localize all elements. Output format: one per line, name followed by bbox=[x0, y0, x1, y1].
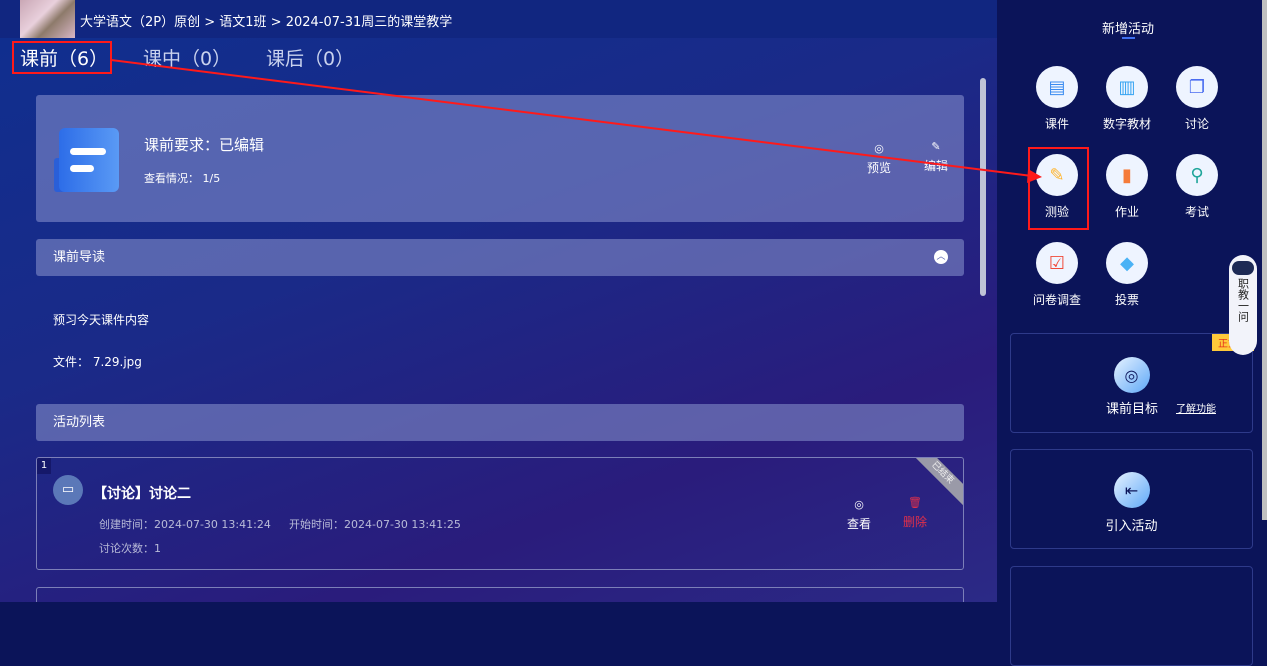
item-label: 讨论 bbox=[1184, 117, 1209, 131]
item-label: 课件 bbox=[1044, 117, 1069, 131]
top-bar: 大学语文（2P）原创 > 语文1班 > 2024-07-31周三的课堂教学 bbox=[0, 0, 997, 38]
add-vote-button[interactable]: ◆ 投票 bbox=[1092, 242, 1162, 308]
add-discussion-button[interactable]: ❐ 讨论 bbox=[1162, 66, 1232, 132]
guide-header[interactable]: 课前导读 ︿ bbox=[36, 239, 964, 276]
created-time: 创建时间：2024-07-30 13:41:24 bbox=[99, 518, 271, 531]
import-label: 引入活动 bbox=[1105, 519, 1158, 534]
collapse-icon[interactable]: ︿ bbox=[934, 250, 948, 264]
eye-icon: ◎ bbox=[874, 142, 884, 155]
assistant-label: 职教一问 bbox=[1236, 278, 1250, 322]
requirement-card: 课前要求：已编辑 查看情况： 1/5 ◎ 预览 ✎ 编辑 bbox=[36, 95, 964, 222]
digital-textbook-icon: ▥ bbox=[1106, 66, 1148, 108]
view-button[interactable]: ◎ 查看 bbox=[839, 498, 879, 532]
view-status: 查看情况： 1/5 bbox=[144, 172, 221, 185]
add-quiz-button[interactable]: ✎ 测验 bbox=[1022, 154, 1092, 220]
activity-index: 1 bbox=[37, 458, 51, 474]
title-underline bbox=[1122, 37, 1135, 39]
vote-icon: ◆ bbox=[1106, 242, 1148, 284]
learn-more-link[interactable]: 了解功能 bbox=[1176, 404, 1216, 415]
discussion-count: 讨论次数：1 bbox=[99, 542, 161, 555]
document-icon bbox=[54, 128, 119, 192]
activity-item[interactable]: 1 已结束 ▭ 【讨论】讨论二 创建时间：2024-07-30 13:41:24… bbox=[36, 457, 964, 570]
item-label: 测验 bbox=[1044, 205, 1069, 219]
course-thumbnail bbox=[20, 0, 75, 38]
activity-item[interactable] bbox=[36, 587, 964, 602]
item-label: 作业 bbox=[1114, 205, 1139, 219]
scrollbar[interactable] bbox=[980, 78, 986, 296]
annotation-box-tab bbox=[12, 41, 112, 74]
item-label: 问卷调查 bbox=[1032, 293, 1081, 307]
pencil-icon: ✎ bbox=[931, 140, 941, 153]
quiz-icon: ✎ bbox=[1036, 154, 1078, 196]
target-icon: ◎ bbox=[1113, 357, 1150, 393]
goal-label: 课前目标 bbox=[1106, 402, 1159, 417]
guide-title: 课前导读 bbox=[53, 250, 106, 265]
discussion-icon: ▭ bbox=[53, 475, 83, 505]
tab-in-class[interactable]: 课中（0） bbox=[143, 48, 232, 70]
add-survey-button[interactable]: ☑ 问卷调查 bbox=[1022, 242, 1092, 308]
annotation-arrow bbox=[110, 59, 1033, 177]
activity-title: 【讨论】讨论二 bbox=[93, 486, 191, 502]
preview-button[interactable]: ◎ 预览 bbox=[859, 142, 899, 176]
courseware-icon: ▤ bbox=[1036, 66, 1078, 108]
item-label: 考试 bbox=[1184, 205, 1209, 219]
annotation-overlay bbox=[12, 41, 1089, 230]
add-homework-button[interactable]: ▮ 作业 bbox=[1092, 154, 1162, 220]
start-time: 开始时间：2024-07-30 13:41:25 bbox=[289, 518, 461, 531]
exam-icon: ⚲ bbox=[1176, 154, 1218, 196]
main-area: 大学语文（2P）原创 > 语文1班 > 2024-07-31周三的课堂教学 课前… bbox=[0, 0, 997, 602]
import-activity-card[interactable]: ⇤ 引入活动 bbox=[1010, 449, 1253, 549]
add-courseware-button[interactable]: ▤ 课件 bbox=[1022, 66, 1092, 132]
guide-file[interactable]: 文件： 7.29.jpg bbox=[53, 355, 142, 369]
guide-text: 预习今天课件内容 bbox=[53, 313, 150, 327]
survey-icon: ☑ bbox=[1036, 242, 1078, 284]
scrollbar[interactable] bbox=[1262, 0, 1267, 520]
eye-icon: ◎ bbox=[854, 498, 864, 511]
add-exam-button[interactable]: ⚲ 考试 bbox=[1162, 154, 1232, 220]
tab-before-class[interactable]: 课前（6） bbox=[20, 48, 109, 70]
delete-button[interactable]: 🗑 删除 bbox=[895, 496, 935, 530]
item-label: 投票 bbox=[1114, 293, 1139, 307]
add-digital-textbook-button[interactable]: ▥ 数字教材 bbox=[1092, 66, 1162, 132]
requirement-title: 课前要求：已编辑 bbox=[144, 136, 265, 154]
activity-list-header: 活动列表 bbox=[36, 404, 964, 441]
robot-icon bbox=[1232, 261, 1254, 275]
annotation-box-quiz bbox=[1028, 147, 1089, 230]
panel-title: 新增活动 bbox=[1101, 22, 1154, 37]
assistant-widget[interactable]: 职教一问 bbox=[1229, 255, 1257, 355]
item-label: 数字教材 bbox=[1102, 117, 1151, 131]
trash-icon: 🗑 bbox=[908, 496, 922, 509]
tab-after-class[interactable]: 课后（0） bbox=[266, 48, 355, 70]
import-icon: ⇤ bbox=[1113, 472, 1150, 508]
homework-icon: ▮ bbox=[1106, 154, 1148, 196]
discussion-icon: ❐ bbox=[1176, 66, 1218, 108]
breadcrumb[interactable]: 大学语文（2P）原创 > 语文1班 > 2024-07-31周三的课堂教学 bbox=[80, 15, 453, 30]
arrow-head bbox=[1027, 169, 1042, 183]
